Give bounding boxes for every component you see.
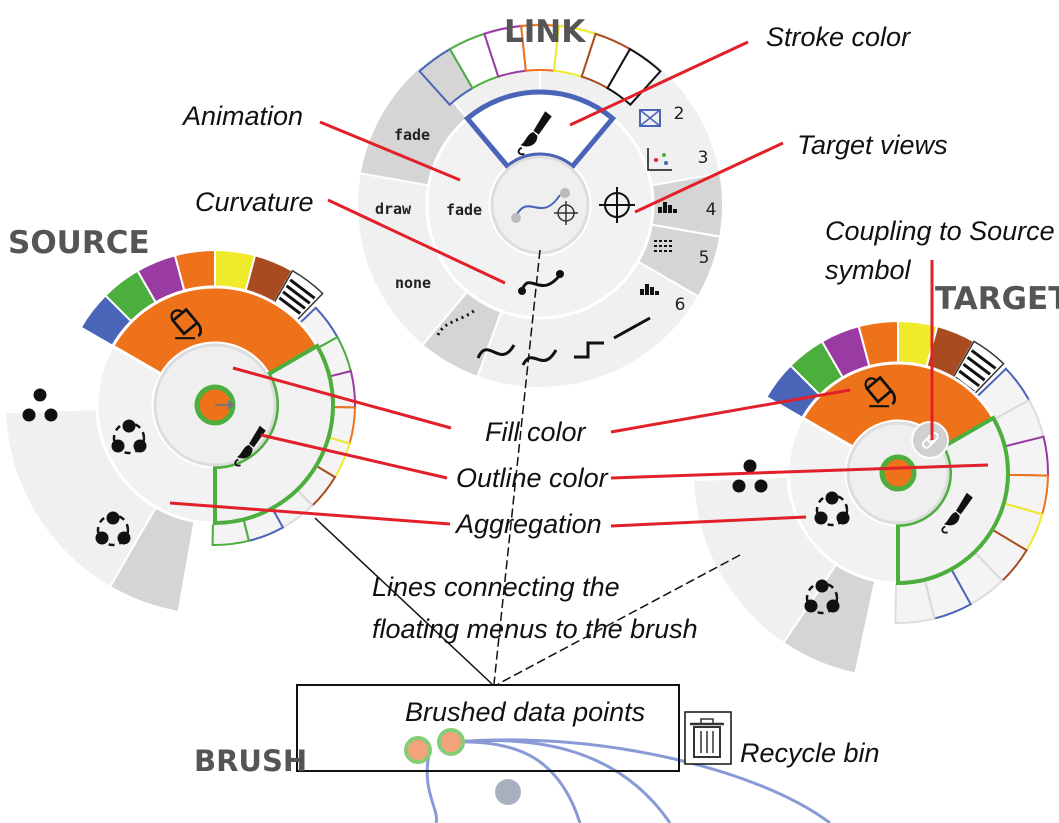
brush-panel [296,684,831,823]
outline-color-label: Outline color [456,463,609,493]
view-number-label: 3 [698,148,709,168]
view-number-label: 6 [675,295,686,315]
aggregate-dots-icon [814,491,850,527]
link-menu: fade draw none fade 2 3 4 5 6 [356,20,724,389]
curvature-option-icon [613,316,651,340]
outline-brush-icon [234,425,266,467]
view-thumbnail-icon [658,202,677,213]
aggregate-dots-icon [804,579,840,615]
link-center[interactable] [490,155,590,255]
connector-line [497,554,741,685]
connector-line [493,249,541,685]
connector-label-line1: Lines connecting the [372,572,620,602]
connector-label-line2: floating menus to the brush [372,614,698,644]
three-dots-icon [22,388,58,422]
annotation-lines [169,40,989,528]
brush-link-curve [454,740,582,823]
source-menu [4,248,356,613]
brush-rectangle[interactable] [296,684,680,772]
curvature-option-icon [521,349,558,366]
aggregate-dots-icon [111,419,147,455]
stroke-swatch[interactable] [606,47,662,107]
fill-color-section[interactable] [110,285,320,377]
animation-selected-label: fade [446,201,482,219]
outline-brush-icon [941,492,973,534]
brush-link-curve [454,738,831,823]
coupling-link-button[interactable] [911,421,949,459]
animation-option-label: draw [375,200,412,218]
outline-color-section[interactable] [213,343,335,526]
curvature-label: Curvature [195,187,314,217]
fill-bucket-icon [864,375,897,408]
view-thumbnail-icon [640,284,659,295]
view-number-label: 2 [674,104,685,124]
view-thumbnail-icon [639,109,661,127]
target-crosshair-icon [554,201,578,225]
aggregation-label: Aggregation [454,509,602,539]
outline-color-section[interactable] [896,415,1010,586]
brushed-data-point[interactable] [404,736,432,764]
aggregate-dots-icon [95,511,131,547]
view-thumbnail-icon [647,148,672,171]
target-symbol [879,454,917,492]
menu-connector-lines [314,249,741,685]
coupling-label-line1: Coupling to Source [825,216,1055,246]
target-views-icon [599,187,635,223]
stroke-color-label: Stroke color [766,22,911,52]
curvature-option-icon [574,341,604,359]
animation-label: Animation [181,101,303,131]
fill-bucket-icon [170,307,203,340]
data-point[interactable] [495,779,521,805]
link-header: LINK [504,14,586,50]
recycle-bin-icon[interactable] [684,711,732,765]
brush-header: BRUSH [194,744,307,778]
target-views-label: Target views [797,130,948,160]
connector-line [314,517,493,685]
curvature-option-icon [476,344,516,359]
fill-color-label: Fill color [485,417,587,447]
brush-link-curve [425,749,439,823]
target-menu [692,319,1049,675]
target-header: TARGET [935,281,1059,317]
link-inner-ring[interactable] [425,90,655,320]
view-number-label: 4 [706,200,717,220]
animation-option-label: none [395,274,431,292]
view-number-label: 5 [699,248,710,268]
stroke-brush-icon [517,111,552,156]
brushed-points-label: Brushed data points [405,697,645,727]
recycle-bin-label: Recycle bin [740,738,880,768]
brushed-data-point[interactable] [437,728,465,756]
coupling-label-line2: symbol [825,255,912,285]
animation-option-label: fade [394,126,430,144]
view-thumbnail-icon [654,240,674,252]
source-header: SOURCE [8,225,150,261]
three-dots-icon [732,459,768,493]
curve-preview [514,194,561,219]
fill-color-section[interactable] [800,361,996,450]
